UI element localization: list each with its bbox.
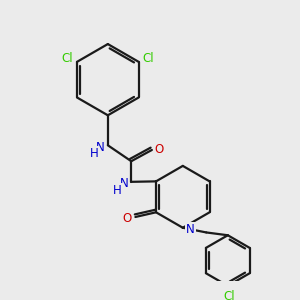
Text: Cl: Cl xyxy=(142,52,154,64)
Text: H: H xyxy=(113,184,122,197)
Text: N: N xyxy=(119,177,128,190)
Text: O: O xyxy=(122,212,132,225)
Text: Cl: Cl xyxy=(62,52,74,64)
Text: O: O xyxy=(155,142,164,155)
Text: N: N xyxy=(186,223,195,236)
Text: H: H xyxy=(89,147,98,160)
Text: Cl: Cl xyxy=(224,290,236,300)
Text: N: N xyxy=(96,141,105,154)
